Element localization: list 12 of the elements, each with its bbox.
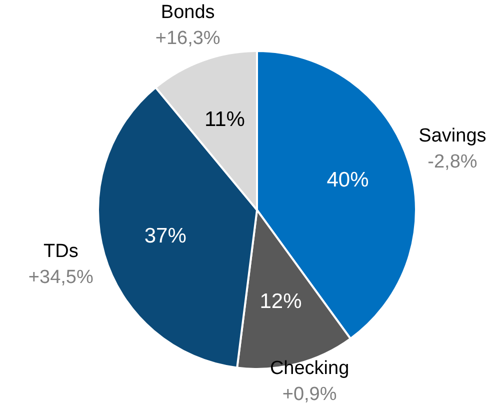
data-label: 11% bbox=[204, 108, 245, 132]
text: +16,3% bbox=[155, 28, 220, 50]
data-label: 37% bbox=[144, 224, 186, 248]
slice-label: Checking bbox=[270, 358, 350, 380]
text: +0,9% bbox=[282, 384, 337, 406]
text: -2,8% bbox=[428, 151, 478, 172]
text: +34,5% bbox=[28, 267, 94, 288]
slice-label: Bonds bbox=[160, 2, 215, 24]
slice-label: TDs bbox=[43, 241, 78, 262]
data-label: 40% bbox=[326, 168, 369, 192]
data-label: 12% bbox=[260, 290, 302, 314]
slice-label: Savings bbox=[418, 125, 486, 146]
